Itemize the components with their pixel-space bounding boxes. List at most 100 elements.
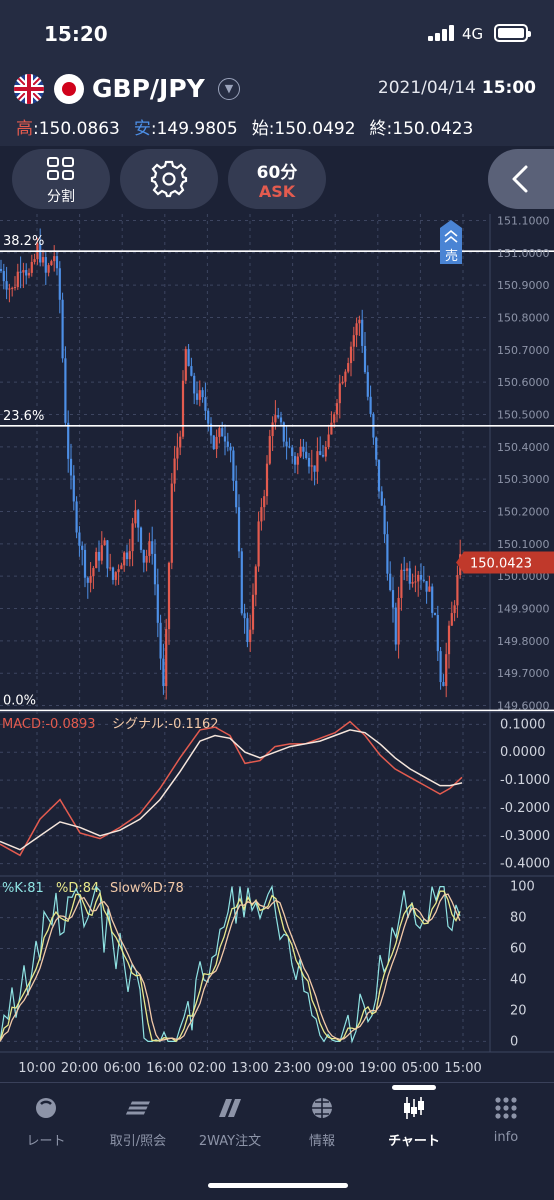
candle-body	[260, 507, 263, 522]
candle-body	[240, 551, 243, 614]
candle-body	[411, 582, 414, 584]
candle-body	[67, 422, 70, 459]
candle-body	[445, 654, 448, 686]
candle-body	[100, 545, 103, 561]
candle-body	[120, 565, 123, 570]
tab-info[interactable]: info	[460, 1095, 552, 1145]
candle-body	[190, 366, 193, 376]
candle-body	[263, 496, 266, 508]
candle-body	[355, 323, 358, 336]
time-axis-label: 15:00	[444, 1061, 481, 1076]
close-label: 終	[369, 119, 387, 139]
tab-chart[interactable]: チャート	[368, 1095, 460, 1149]
candlestick-series	[0, 228, 462, 700]
candle-body	[212, 435, 215, 450]
candle-body	[391, 590, 395, 608]
candle-body	[33, 259, 36, 262]
tab-2way-order[interactable]: 2WAY注文	[184, 1095, 276, 1149]
candle-body	[246, 618, 249, 642]
candle-body	[282, 422, 285, 442]
tab-chart-label: チャート	[388, 1134, 440, 1149]
stoch-d-line	[0, 890, 461, 1043]
price-axis-label: 150.3000	[497, 473, 550, 486]
candle-body	[181, 380, 185, 437]
chevron-left-icon	[512, 165, 528, 193]
home-indicator	[208, 1183, 348, 1188]
candle-body	[341, 381, 344, 384]
stoch-d-label: %D:84	[56, 881, 99, 896]
time-axis-label: 05:00	[402, 1061, 439, 1076]
candle-body	[232, 450, 235, 481]
candle-body	[148, 541, 151, 556]
candle-body	[419, 574, 423, 580]
time-axis-label: 16:00	[146, 1061, 183, 1076]
tab-trade[interactable]: 取引/照会	[92, 1095, 184, 1149]
tab-rate[interactable]: レート	[0, 1095, 92, 1149]
price-axis-label: 150.5000	[497, 408, 550, 421]
candle-body	[268, 436, 271, 464]
candle-body	[58, 268, 61, 300]
candle-body	[55, 256, 59, 269]
candle-body	[207, 410, 210, 424]
candle-body	[338, 383, 341, 404]
candle-body	[327, 434, 330, 447]
stoch-axis-label: 80	[510, 911, 527, 926]
candle-body	[125, 552, 129, 560]
status-bar: 15:20 4G	[0, 0, 554, 66]
active-tab-indicator	[392, 1085, 436, 1090]
candle-body	[456, 575, 459, 606]
candle-body	[209, 423, 213, 436]
currency-pair[interactable]: GBP/JPY	[92, 74, 205, 103]
candle-body	[254, 566, 257, 595]
candle-body	[151, 541, 154, 554]
candle-body	[414, 581, 417, 583]
candle-body	[184, 349, 187, 381]
macd-signal-label: シグナル:-0.1162	[112, 717, 219, 732]
sell-tag	[440, 220, 462, 264]
time-axis-label: 09:00	[316, 1061, 353, 1076]
settings-button[interactable]	[120, 149, 218, 209]
candle-body	[176, 447, 179, 459]
price-chart[interactable]: 38.2% 23.6% 0.0% 151.1000 151.0000 150.9000 1…	[0, 214, 554, 1082]
tab-information[interactable]: 情報	[276, 1095, 368, 1149]
candle-body	[369, 396, 372, 414]
candle-body	[195, 393, 199, 400]
pair-dropdown-icon[interactable]: ▼	[218, 78, 240, 100]
candle-body	[97, 551, 101, 561]
candle-body	[167, 562, 171, 630]
candlestick-icon	[404, 1097, 424, 1119]
candle-body	[69, 458, 73, 476]
candle-body	[453, 605, 456, 614]
split-button[interactable]: 分割	[12, 149, 110, 209]
rate-icon	[36, 1098, 56, 1118]
candle-body	[377, 459, 381, 492]
high-value: :150.0863	[33, 119, 120, 139]
stoch-k-line	[0, 884, 461, 1044]
period-button[interactable]: 60分 ASK	[228, 149, 326, 209]
candle-body	[333, 414, 336, 423]
candle-body	[131, 523, 134, 552]
time-axis-label: 13:00	[231, 1061, 268, 1076]
candle-body	[81, 545, 84, 550]
high-label: 高	[16, 119, 33, 139]
split-label: 分割	[47, 189, 75, 205]
candle-body	[123, 552, 126, 566]
candle-body	[313, 465, 316, 472]
collapse-button[interactable]	[488, 149, 554, 209]
price-axis-label: 149.7000	[497, 667, 550, 680]
candle-body	[305, 451, 308, 458]
candle-body	[142, 549, 145, 563]
candle-body	[106, 540, 109, 569]
candle-body	[433, 612, 437, 616]
macd-axis-label: 0.0000	[500, 745, 546, 760]
stoch-slow-line	[0, 893, 461, 1042]
price-axis-label: 150.6000	[497, 376, 550, 389]
status-time: 15:20	[44, 22, 108, 46]
candle-body	[271, 422, 274, 437]
stoch-axis-label: 20	[510, 1003, 527, 1018]
candle-body	[53, 256, 56, 262]
price-axis-label: 149.8000	[497, 635, 550, 648]
candle-body	[417, 574, 420, 582]
candle-body	[302, 446, 305, 452]
fibonacci-label: 0.0%	[3, 693, 36, 708]
